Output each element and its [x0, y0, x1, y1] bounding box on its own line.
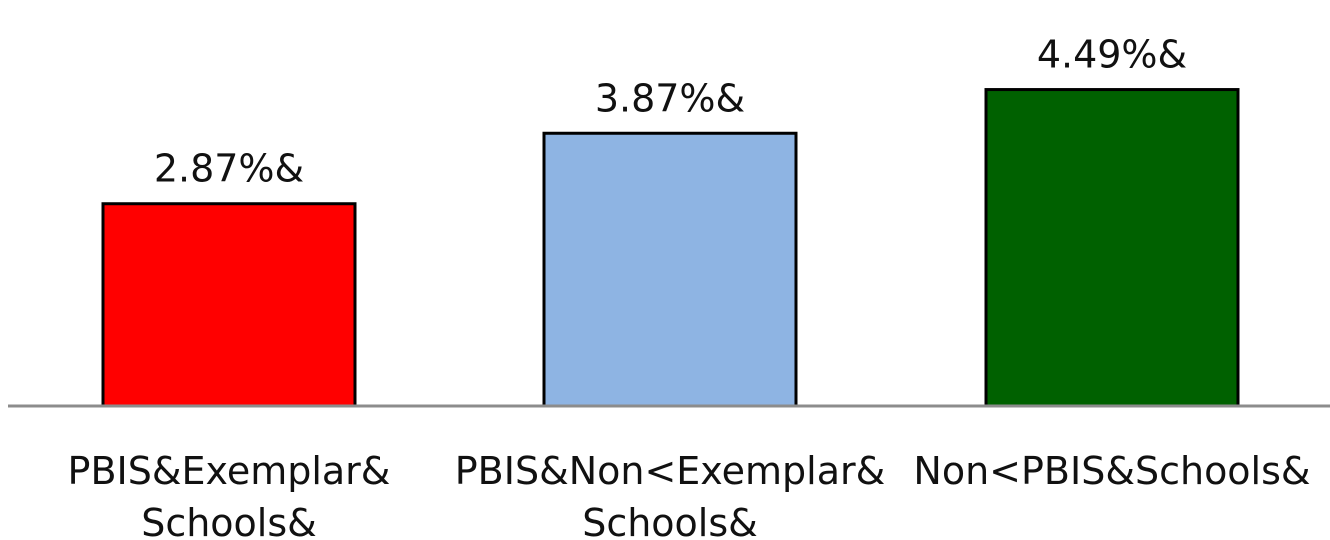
- category-label-1-line-1: PBIS&Exemplar&: [68, 449, 391, 493]
- data-labels: 2.87%& 3.87%& 4.49%&: [154, 33, 1187, 191]
- category-label-1-line-2: Schools&: [141, 501, 317, 540]
- category-label-2-line-2: Schools&: [582, 501, 758, 540]
- bar-1: [101, 202, 357, 408]
- data-label-2: 3.87%&: [595, 76, 745, 120]
- bar-2: [542, 131, 798, 408]
- category-labels: PBIS&Exemplar&Schools&PBIS&Non<Exemplar&…: [68, 449, 1311, 540]
- category-label-2-line-1: PBIS&Non<Exemplar&: [455, 449, 886, 493]
- data-label-3: 4.49%&: [1037, 33, 1187, 77]
- data-label-1: 2.87%&: [154, 147, 304, 191]
- bar-3: [984, 88, 1240, 408]
- category-label-3-line-1: Non<PBIS&Schools&: [913, 449, 1310, 493]
- bars: [101, 88, 1240, 408]
